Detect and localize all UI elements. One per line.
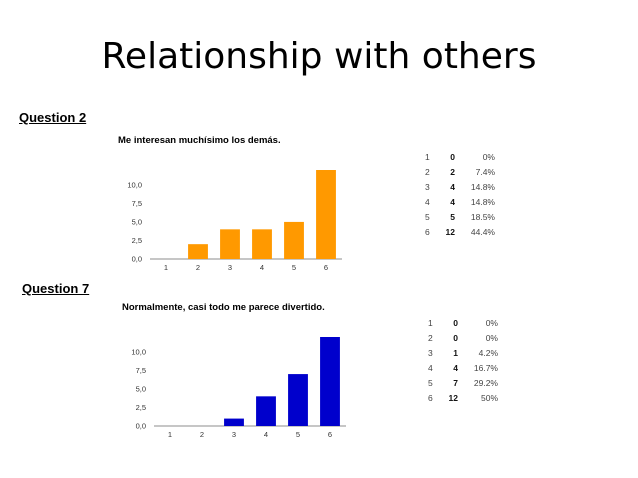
chart-1-title: Me interesan muchísimo los demás.: [118, 135, 281, 146]
percent-cell: 18.5%: [470, 212, 495, 222]
count-cell: 12: [445, 227, 455, 237]
table-row: 4 4 16.7%: [428, 361, 498, 376]
x-tick-label: 5: [296, 430, 300, 439]
y-tick-label: 2,5: [132, 236, 142, 245]
table-row: 6 12 50%: [428, 391, 498, 406]
percent-cell: 50%: [480, 393, 498, 403]
table-row: 4 4 14.8%: [425, 195, 495, 210]
x-tick-label: 1: [168, 430, 172, 439]
percent-cell: 14.8%: [470, 182, 495, 192]
y-tick-label: 10,0: [131, 347, 146, 356]
option-cell: 5: [425, 212, 430, 222]
table-row: 1 0 0%: [428, 316, 498, 331]
option-cell: 3: [425, 182, 430, 192]
question-2-label: Question 2: [19, 110, 87, 125]
option-cell: 4: [428, 363, 433, 373]
option-cell: 1: [425, 152, 430, 162]
count-cell: 1: [453, 348, 458, 358]
bar: [252, 229, 272, 259]
count-cell: 7: [453, 378, 458, 388]
bar: [188, 244, 208, 259]
count-cell: 0: [453, 318, 458, 328]
chart-1: 0,0 2,5 5,0 7,5 10,0 1 2 3 4 5 6: [127, 170, 342, 272]
percent-cell: 0%: [485, 333, 498, 343]
bar: [256, 396, 276, 426]
percent-cell: 16.7%: [473, 363, 498, 373]
bar: [284, 221, 304, 259]
count-cell: 4: [453, 363, 458, 373]
table-row: 3 1 4.2%: [428, 346, 498, 361]
percent-cell: 29.2%: [473, 378, 498, 388]
x-tick-label: 2: [200, 430, 204, 439]
count-cell: 0: [453, 333, 458, 343]
table-row: 6 12 44.4%: [425, 225, 495, 240]
chart-2-title: Normalmente, casi todo me parece diverti…: [122, 302, 325, 313]
frequency-table-2: 1 0 0% 2 0 0% 3 1 4.2% 4 4 16.7% 5 7 29.2% 6 12 50%: [428, 316, 498, 406]
count-cell: 12: [448, 393, 458, 403]
table-row: 3 4 14.8%: [425, 180, 495, 195]
frequency-table-1: 1 0 0% 2 2 7.4% 3 4 14.8% 4 4 14.8% 5 5 18.5% 6 12 4…: [425, 150, 495, 240]
count-cell: 2: [450, 167, 455, 177]
y-tick-label: 5,0: [136, 384, 146, 393]
option-cell: 2: [428, 333, 433, 343]
count-cell: 4: [450, 197, 455, 207]
x-tick-label: 6: [328, 430, 332, 439]
percent-cell: 7.4%: [475, 167, 495, 177]
chart-2: 0,0 2,5 5,0 7,5 10,0 1 2 3 4 5 6: [131, 337, 346, 439]
table-row: 5 5 18.5%: [425, 210, 495, 225]
x-tick-label: 1: [164, 263, 168, 272]
bar: [320, 337, 340, 426]
table-row: 2 0 0%: [428, 331, 498, 346]
option-cell: 6: [428, 393, 433, 403]
bar: [220, 229, 240, 259]
percent-cell: 4.2%: [478, 348, 498, 358]
y-tick-label: 0,0: [132, 255, 142, 264]
option-cell: 2: [425, 167, 430, 177]
percent-cell: 0%: [482, 152, 495, 162]
y-tick-label: 5,0: [132, 217, 142, 226]
y-tick-label: 10,0: [127, 180, 142, 189]
table-row: 5 7 29.2%: [428, 376, 498, 391]
x-tick-label: 6: [324, 263, 328, 272]
table-row: 2 2 7.4%: [425, 165, 495, 180]
option-cell: 5: [428, 378, 433, 388]
option-cell: 6: [425, 227, 430, 237]
slide-title: Relationship with others: [101, 36, 537, 77]
y-tick-label: 0,0: [136, 422, 146, 431]
question-7-label: Question 7: [22, 281, 90, 296]
bar: [288, 374, 308, 426]
x-tick-label: 3: [232, 430, 236, 439]
table-row: 1 0 0%: [425, 150, 495, 165]
percent-cell: 0%: [485, 318, 498, 328]
bar: [224, 418, 244, 426]
x-tick-label: 4: [264, 430, 268, 439]
option-cell: 1: [428, 318, 433, 328]
percent-cell: 44.4%: [470, 227, 495, 237]
x-tick-label: 2: [196, 263, 200, 272]
y-tick-label: 7,5: [132, 199, 142, 208]
y-tick-label: 2,5: [136, 403, 146, 412]
x-tick-label: 3: [228, 263, 232, 272]
count-cell: 5: [450, 212, 455, 222]
option-cell: 4: [425, 197, 430, 207]
option-cell: 3: [428, 348, 433, 358]
x-tick-label: 4: [260, 263, 264, 272]
count-cell: 4: [450, 182, 455, 192]
bar: [316, 170, 336, 259]
x-tick-label: 5: [292, 263, 296, 272]
percent-cell: 14.8%: [470, 197, 495, 207]
count-cell: 0: [450, 152, 455, 162]
y-tick-label: 7,5: [136, 366, 146, 375]
